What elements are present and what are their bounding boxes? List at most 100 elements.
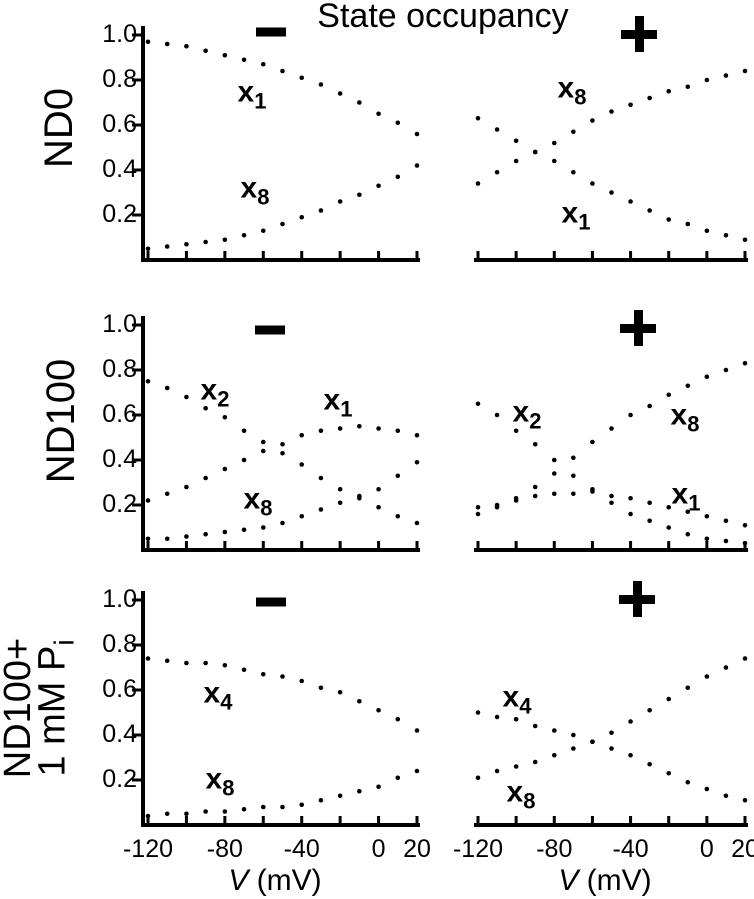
data-points-series-x2 — [145, 378, 420, 526]
data-point — [395, 174, 401, 180]
data-point — [414, 459, 420, 465]
x-axis — [141, 816, 420, 827]
x-axis — [141, 251, 420, 262]
data-point — [299, 75, 305, 81]
data-point — [723, 232, 729, 238]
data-point — [164, 244, 170, 249]
data-point — [318, 428, 324, 434]
x-axis-title: V (mV) — [558, 864, 652, 897]
y-tick-label: 1.0 — [102, 585, 137, 613]
data-point — [551, 140, 557, 146]
y-tick — [132, 503, 141, 507]
data-point — [475, 504, 481, 510]
data-point — [628, 495, 633, 501]
data-point — [376, 183, 381, 189]
data-point — [647, 518, 652, 524]
data-point — [260, 525, 266, 530]
data-point — [241, 667, 247, 673]
data-point — [494, 412, 500, 418]
series-label-subscript: 8 — [687, 411, 700, 437]
data-point — [513, 498, 519, 503]
data-point — [184, 241, 189, 247]
data-point — [551, 457, 557, 463]
series-label-subscript: 4 — [519, 693, 532, 719]
x-tick — [705, 541, 709, 548]
data-point — [376, 426, 381, 431]
data-point — [685, 383, 691, 389]
data-point — [685, 84, 691, 90]
data-point — [609, 109, 614, 114]
data-point — [414, 131, 420, 137]
sign-bar-horizontal — [256, 597, 286, 607]
data-point — [475, 775, 481, 781]
data-point — [203, 475, 208, 481]
x-axis — [474, 251, 748, 262]
data-point — [280, 441, 285, 447]
series-label-x4: x4 — [204, 678, 233, 714]
minus-sign — [256, 597, 286, 607]
data-point — [164, 811, 170, 817]
series-label-text: x — [557, 71, 575, 105]
series-label-x8: x8 — [557, 71, 587, 110]
data-point — [318, 685, 324, 691]
x-tick — [146, 251, 150, 258]
series-label-subscript: 8 — [574, 84, 587, 110]
data-point — [299, 462, 305, 467]
data-point — [145, 813, 151, 819]
data-points-series-x1 — [475, 489, 748, 528]
series-label-x1: x1 — [324, 385, 353, 422]
series-label-subscript: 8 — [222, 775, 235, 801]
series-label-subscript: 8 — [523, 788, 536, 814]
x-tick — [552, 816, 556, 823]
series-label-x4: x4 — [503, 682, 532, 719]
y-tick-label: 0.4 — [102, 445, 137, 473]
y-axis — [132, 316, 145, 552]
series-label-x8: x8 — [241, 173, 270, 209]
figure-title: State occupancy — [317, 0, 569, 35]
series-label-text: x — [561, 196, 579, 230]
y-tick-label: 0.2 — [102, 490, 137, 518]
data-point — [551, 471, 557, 476]
data-point — [551, 158, 557, 164]
data-point — [590, 181, 595, 186]
x-tick — [552, 541, 556, 548]
data-point — [609, 493, 614, 499]
data-point — [742, 522, 748, 528]
y-tick — [132, 413, 141, 417]
data-point — [609, 746, 614, 751]
data-point — [280, 520, 285, 526]
data-point — [395, 428, 401, 434]
series-label-text: x — [512, 395, 530, 429]
sign-bar-horizontal — [620, 323, 656, 333]
data-point — [590, 118, 595, 123]
data-point — [376, 784, 381, 790]
data-points-series-x8 — [475, 656, 748, 781]
data-point — [280, 221, 285, 227]
data-point — [475, 710, 481, 715]
data-point — [571, 491, 576, 497]
data-point — [571, 746, 576, 751]
data-point — [260, 61, 266, 67]
data-point — [742, 540, 748, 546]
data-point — [513, 138, 519, 144]
data-point — [742, 237, 748, 243]
data-point — [494, 169, 500, 175]
data-point — [203, 660, 208, 666]
x-tick — [300, 251, 304, 258]
data-point — [532, 723, 538, 729]
x-tick-label: -80 — [536, 835, 573, 863]
data-point — [414, 163, 420, 168]
data-point — [145, 378, 151, 384]
series-label-x1: x1 — [561, 196, 591, 234]
series-label-subscript: 1 — [340, 396, 353, 422]
data-point — [685, 685, 691, 691]
x-tick — [590, 816, 594, 823]
y-tick-label: 0.6 — [102, 675, 137, 703]
data-point — [723, 793, 729, 799]
y-tick — [132, 213, 141, 217]
x-axis-title: V (mV) — [228, 864, 322, 897]
x-axis-line — [141, 258, 420, 262]
y-tick-label: 0.2 — [102, 200, 137, 228]
data-point — [532, 149, 538, 155]
data-point — [145, 246, 151, 252]
